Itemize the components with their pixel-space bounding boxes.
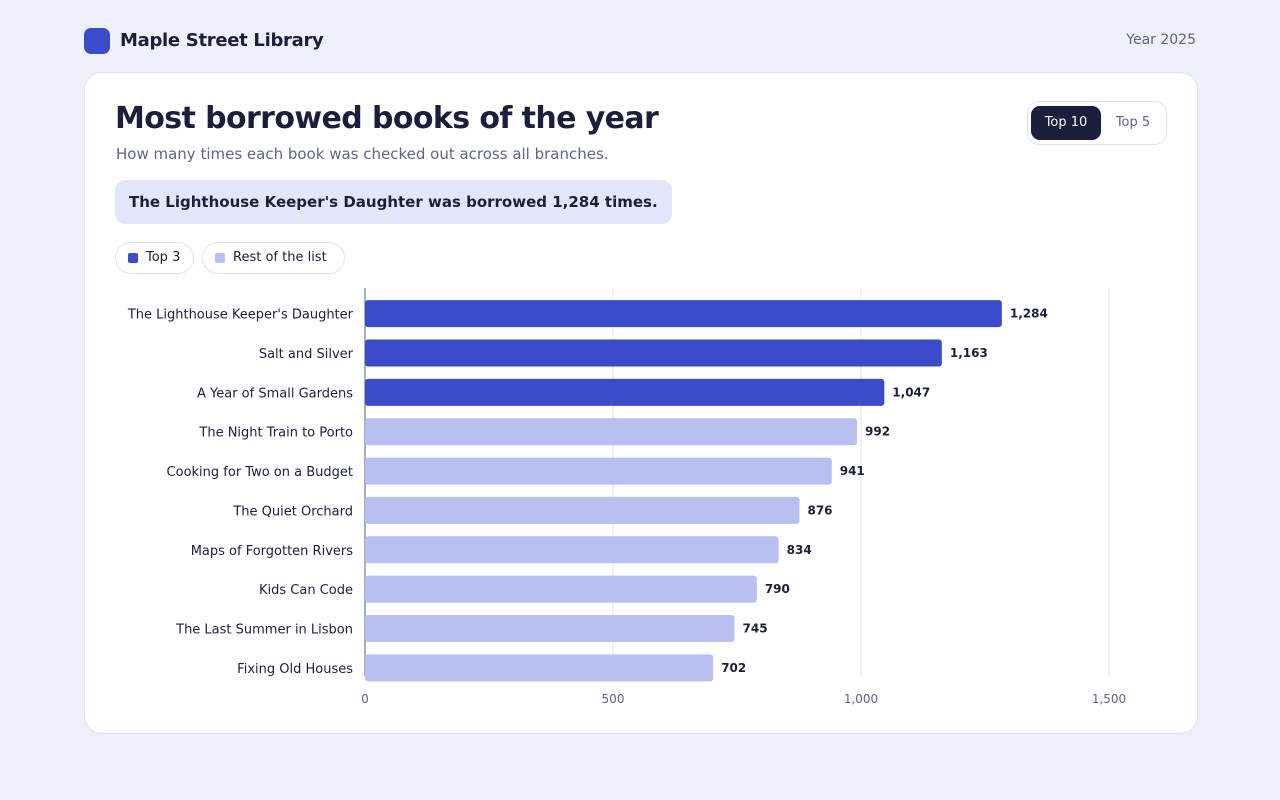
legend-label-rest: Rest of the list — [233, 250, 327, 265]
value-label: 790 — [765, 582, 790, 596]
x-tick-label: 500 — [602, 692, 625, 706]
value-label: 1,047 — [892, 385, 930, 399]
category-label: Kids Can Code — [259, 583, 353, 598]
top-n-toggle: Top 10 Top 5 — [1027, 101, 1167, 145]
legend-label-top-3: Top 3 — [146, 250, 181, 265]
legend-swatch-top-3 — [128, 253, 138, 263]
category-label: Salt and Silver — [259, 347, 354, 362]
value-label: 876 — [807, 503, 832, 517]
library-logo — [84, 28, 110, 54]
bar — [365, 496, 800, 524]
value-label: 941 — [840, 464, 865, 478]
bar — [365, 418, 858, 446]
legend-swatch-rest — [215, 253, 225, 263]
bar — [365, 654, 714, 682]
toggle-top-10-button[interactable]: Top 10 — [1031, 106, 1101, 140]
category-label: Cooking for Two on a Budget — [167, 465, 353, 480]
highlight-callout: The Lighthouse Keeper's Daughter was bor… — [115, 180, 672, 224]
bar — [365, 300, 1002, 328]
category-label: The Last Summer in Lisbon — [175, 622, 353, 637]
value-label: 834 — [787, 543, 812, 557]
bar-chart: The Lighthouse Keeper's Daughter 1,284 Sal… — [127, 288, 1126, 706]
value-label: 702 — [721, 661, 746, 675]
app-title: Maple Street Library — [120, 30, 324, 51]
bar — [365, 378, 885, 406]
toggle-top-5-button[interactable]: Top 5 — [1115, 115, 1151, 130]
bar — [365, 575, 757, 603]
page-subtitle: How many times each book was checked out… — [116, 145, 609, 163]
value-label: 1,163 — [950, 346, 988, 360]
chart-card: Most borrowed books of the year How many… — [84, 72, 1198, 734]
category-label: The Night Train to Porto — [198, 426, 353, 441]
bar — [365, 536, 779, 564]
x-tick-label: 1,000 — [844, 692, 878, 706]
value-label: 992 — [865, 425, 890, 439]
category-label: A Year of Small Gardens — [197, 386, 353, 401]
category-label: Maps of Forgotten Rivers — [191, 544, 354, 559]
bar — [365, 614, 735, 642]
value-label: 1,284 — [1010, 307, 1048, 321]
legend-item-rest[interactable]: Rest of the list — [202, 242, 345, 274]
year-label: Year 2025 — [1126, 32, 1196, 48]
legend-item-top-3[interactable]: Top 3 — [115, 242, 194, 274]
page-title: Most borrowed books of the year — [115, 101, 659, 136]
x-tick-label: 1,500 — [1092, 692, 1126, 706]
category-label: The Lighthouse Keeper's Daughter — [127, 308, 354, 323]
category-label: The Quiet Orchard — [232, 504, 353, 519]
bar — [365, 457, 832, 485]
category-label: Fixing Old Houses — [237, 662, 353, 677]
top-bar: Maple Street Library Year 2025 — [84, 28, 1196, 56]
bar — [365, 339, 942, 367]
x-tick-label: 0 — [361, 692, 369, 706]
value-label: 745 — [743, 621, 768, 635]
